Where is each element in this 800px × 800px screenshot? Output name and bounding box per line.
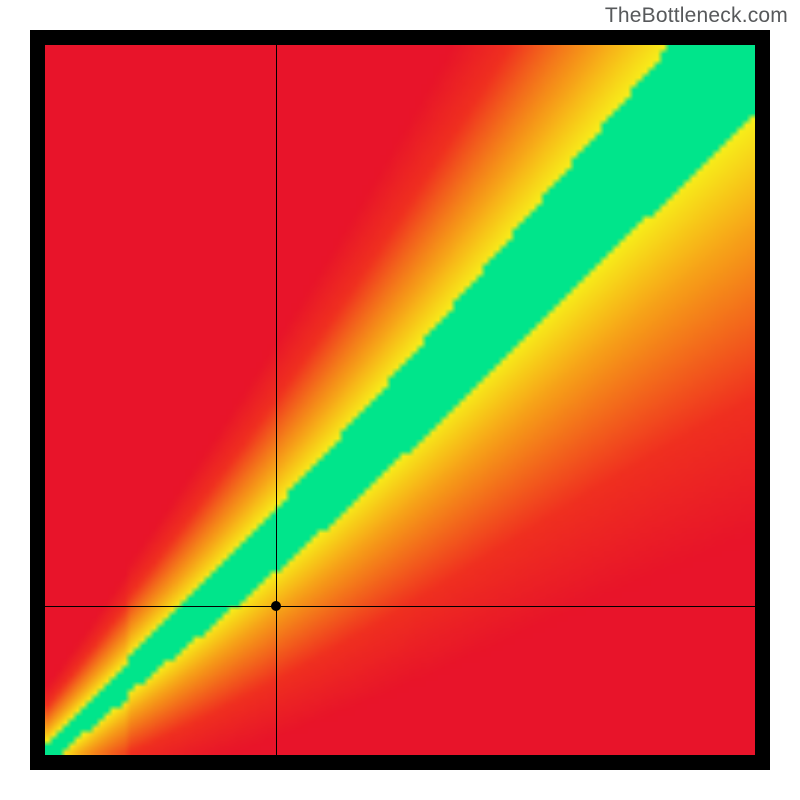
plot-area — [45, 45, 755, 755]
crosshair-vertical — [276, 45, 277, 755]
root: TheBottleneck.com — [0, 0, 800, 800]
heatmap-canvas — [45, 45, 755, 755]
plot-frame — [30, 30, 770, 770]
crosshair-horizontal — [45, 606, 755, 607]
data-point-marker — [271, 601, 281, 611]
attribution-text: TheBottleneck.com — [605, 4, 788, 28]
